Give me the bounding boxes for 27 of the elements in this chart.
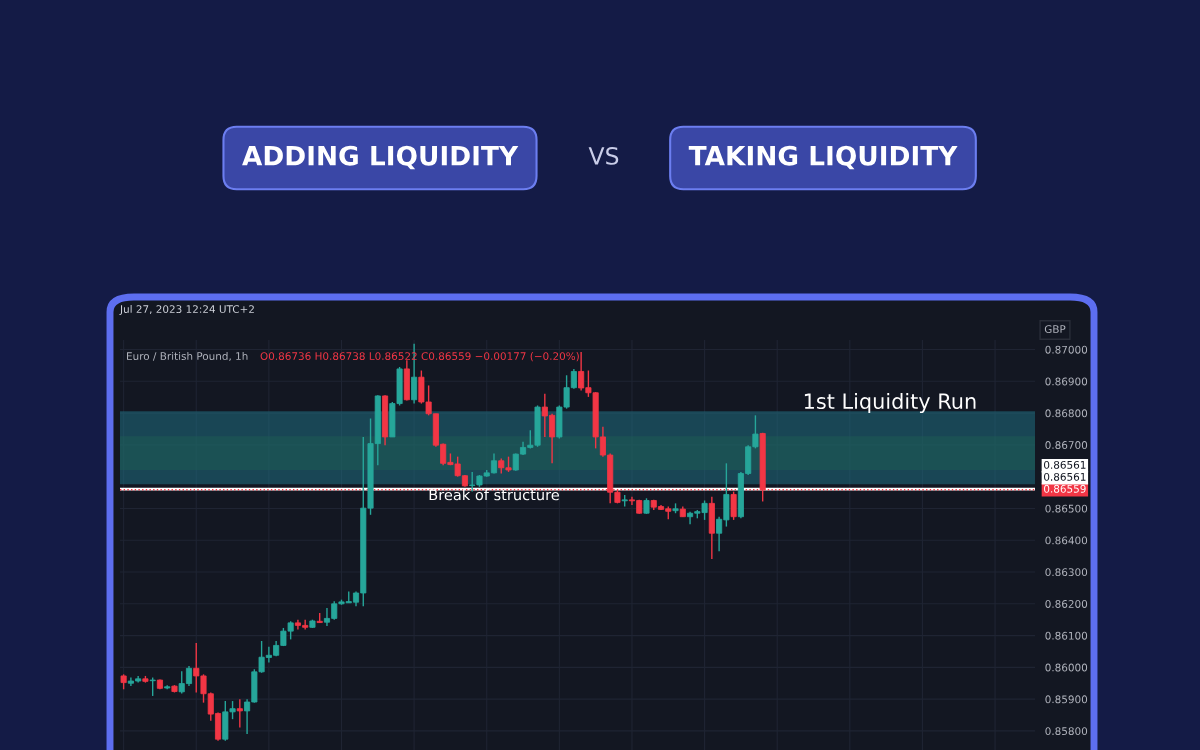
y-tick-label: 0.85800 <box>1045 727 1088 736</box>
y-tick-label: 0.86200 <box>1045 600 1088 608</box>
candlestick <box>730 490 737 521</box>
y-tick-label: 0.86700 <box>1045 441 1088 449</box>
text: Jul 27, 2023 12:24 UTC+2 <box>119 304 254 315</box>
text: 0.86561 <box>1044 472 1086 481</box>
candlestick <box>149 676 156 697</box>
y-tick-label: 0.86800 <box>1045 409 1088 418</box>
ref-line-label: Break of structure <box>429 489 559 501</box>
y-tick-label: 0.87000 <box>1045 345 1088 354</box>
y-tick-label: 0.86400 <box>1045 536 1088 545</box>
text: ADDING LIQUIDITY <box>242 145 519 170</box>
annotation: 1st Liquidity Run <box>804 392 976 414</box>
y-tick-label: 0.86900 <box>1045 377 1088 386</box>
y-tick-label: 0.86300 <box>1045 568 1088 577</box>
y-tick-label: 0.86000 <box>1045 663 1088 672</box>
y-axis-title: GBP <box>1044 325 1066 334</box>
y-tick-label: 0.85900 <box>1045 695 1088 704</box>
ref-line-label: 0.86559 <box>1044 484 1086 493</box>
text: TAKING LIQUIDITY <box>688 145 958 170</box>
text: Euro / British Pound, 1h <box>127 351 248 362</box>
candlestick <box>236 698 243 729</box>
y-tick-label: 0.86500 <box>1045 504 1088 513</box>
text: VS <box>588 146 619 165</box>
text: 0.86561 <box>1044 460 1086 469</box>
text: O0.86736 H0.86738 L0.86522 C0.86559 −0.00177 (−0.20%) <box>260 351 579 362</box>
y-tick-label: 0.86100 <box>1045 631 1088 640</box>
